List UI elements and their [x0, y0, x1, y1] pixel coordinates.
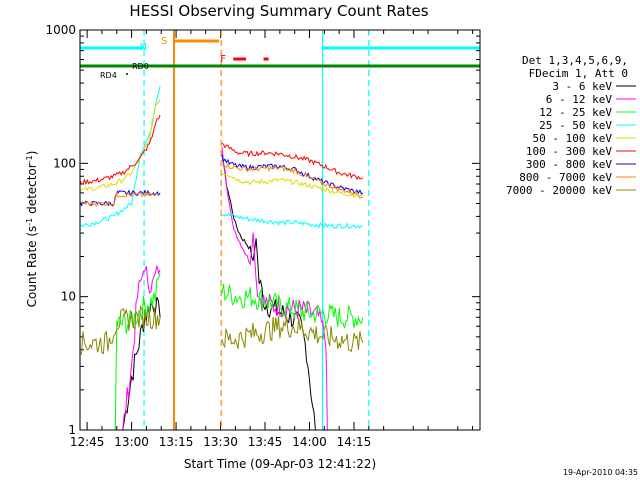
y-axis-label-part: Count Rate (s [25, 226, 39, 308]
series-line-4 [79, 99, 161, 193]
legend-label: 25 - 50 keV [539, 119, 612, 132]
x-tick-label: 14:15 [337, 435, 372, 449]
night-label: N [139, 42, 146, 53]
legend-label: 7000 - 20000 keV [506, 184, 612, 197]
series-line-8 [79, 304, 161, 355]
observing-annotations: N S F RD0 RD4 [79, 30, 480, 430]
series-lines [79, 85, 364, 431]
legend-label: 3 - 6 keV [552, 80, 612, 93]
series-line-1 [221, 146, 328, 431]
series-line-7 [79, 191, 161, 207]
legend-label: 50 - 100 keV [533, 132, 613, 145]
series-line-3 [221, 212, 363, 229]
legend-header: FDecim 1, Att 0 [529, 67, 628, 80]
series-line-5 [221, 142, 364, 181]
y-axis-label: Count Rate (s-1 detector-1) [25, 151, 40, 308]
x-tick-label: 14:00 [292, 435, 327, 449]
series-line-5 [79, 114, 161, 186]
legend-label: 6 - 12 keV [546, 93, 613, 106]
series-line-4 [221, 173, 364, 199]
legend-label: 100 - 300 keV [526, 145, 612, 158]
x-tick-label: 12:45 [70, 435, 105, 449]
series-line-7 [221, 162, 364, 199]
y-axis: 1 10 100 1000 [45, 23, 480, 437]
rd0-label: RD0 [132, 62, 149, 71]
series-line-8 [221, 316, 364, 353]
flare-label: F [220, 54, 226, 65]
legend-label: 800 - 7000 keV [519, 171, 612, 184]
y-axis-label-sup: -1 [25, 218, 34, 226]
y-axis-label-part: ) [25, 151, 39, 156]
plot-border [79, 29, 481, 431]
legend: Det 1,3,4,5,6,9,FDecim 1, Att 03 - 6 keV… [506, 54, 636, 197]
rd4-marker [126, 73, 128, 75]
rd4-label: RD4 [100, 71, 117, 80]
y-axis-label-sup: -1 [25, 155, 34, 163]
y-tick-label: 10 [61, 290, 76, 304]
plot-frame [79, 29, 481, 431]
saa-label: S [161, 36, 167, 47]
legend-label: 12 - 25 keV [539, 106, 612, 119]
x-axis: 12:45 13:00 13:15 13:30 13:45 14:00 14:15 [70, 30, 474, 449]
legend-header: Det 1,3,4,5,6,9, [522, 54, 628, 67]
series-line-2 [221, 283, 364, 329]
y-tick-label: 100 [53, 156, 76, 170]
x-tick-label: 13:30 [203, 435, 238, 449]
series-line-3 [79, 85, 161, 228]
y-tick-label: 1 [68, 423, 76, 437]
chart-title: HESSI Observing Summary Count Rates [129, 2, 428, 20]
y-axis-label-part: detector [25, 163, 39, 218]
x-tick-label: 13:45 [248, 435, 283, 449]
timestamp: 19-Apr-2010 04:35 [563, 468, 638, 477]
x-tick-label: 13:15 [159, 435, 194, 449]
y-tick-label: 1000 [45, 23, 76, 37]
x-axis-label: Start Time (09-Apr-03 12:41:22) [184, 457, 376, 471]
x-tick-label: 13:00 [114, 435, 149, 449]
series-line-0 [221, 154, 316, 431]
series-line-1 [118, 265, 161, 431]
legend-label: 300 - 800 keV [526, 158, 612, 171]
